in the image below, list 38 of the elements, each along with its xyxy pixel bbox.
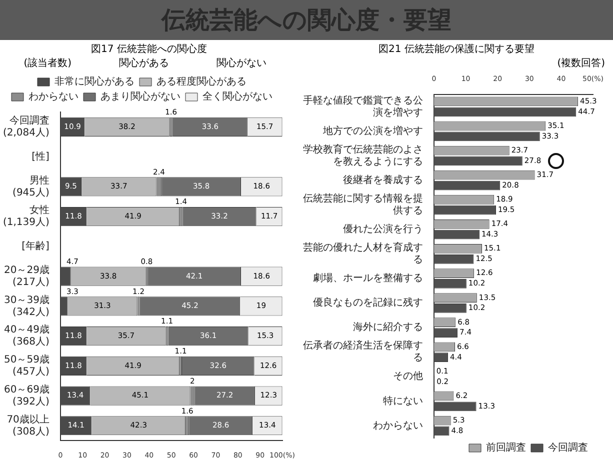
legend-label: わからない bbox=[28, 92, 78, 103]
y-tick-label: 地方での公演を増やす bbox=[322, 124, 423, 137]
y-tick-label: 60～69歳 (392人) bbox=[4, 383, 50, 408]
y-tick-label: [性] bbox=[32, 150, 50, 162]
y-tick-label: 伝承者の経済生活を保障する bbox=[303, 340, 423, 364]
y-tick-label: 芸能の優れた人材を育成する bbox=[303, 242, 423, 266]
y-tick-label: 優良なものを記録に残す bbox=[313, 296, 423, 309]
y-tick-label: 海外に紹介する bbox=[353, 321, 423, 334]
text: (複数回答) bbox=[557, 56, 605, 70]
legend-label: ある程度関心がある bbox=[156, 76, 246, 88]
y-tick-label: 20～29歳 (217人) bbox=[4, 264, 50, 288]
y-tick-label: 優れた公演を行う bbox=[343, 222, 423, 235]
legend-label: 非常に関心がある bbox=[54, 76, 134, 88]
legend-label: 前回調査 bbox=[486, 442, 526, 454]
legend-label: 全く関心がない bbox=[202, 90, 272, 103]
y-tick-label: [年齢] bbox=[22, 240, 50, 252]
y-tick-label: 劇場、ホールを整備する bbox=[313, 272, 423, 284]
y-tick-label: 50～59歳 (457人) bbox=[4, 354, 50, 378]
chart-title: 図21 伝統芸能の保護に関する要望 bbox=[378, 42, 536, 56]
y-tick-label: わからない bbox=[373, 420, 423, 432]
y-tick-label: 今回調査 (2,084人) bbox=[2, 114, 50, 139]
y-tick-label: 後継者を養成する bbox=[343, 174, 423, 186]
legend-label: 今回調査 bbox=[548, 442, 588, 454]
legend-label: あまり関心がない bbox=[100, 90, 180, 103]
text: (該当者数) bbox=[24, 56, 72, 70]
text: 関心がある bbox=[118, 56, 169, 70]
y-tick-label: 特にない bbox=[383, 394, 423, 407]
chart-title: 図17 伝統芸能への関心度 bbox=[90, 42, 208, 56]
y-tick-label: 30～39歳 (342人) bbox=[4, 294, 50, 318]
y-tick-label: その他 bbox=[393, 370, 423, 382]
y-tick-label: 学校教育で伝統芸能のよさを教えるようにする bbox=[303, 143, 423, 168]
y-tick-label: 手軽な値段で鑑賞できる公演を増やす bbox=[303, 94, 423, 118]
y-tick-label: 70歳以上 (308人) bbox=[6, 413, 50, 438]
y-tick-label: 伝統芸能に関する情報を提供する bbox=[303, 192, 423, 216]
y-tick-label: 女性 (1,139人) bbox=[2, 204, 50, 228]
y-tick-label: 男性 (945人) bbox=[12, 174, 50, 198]
text: 関心がない bbox=[216, 56, 266, 70]
y-tick-label: 40～49歳 (368人) bbox=[4, 324, 50, 348]
